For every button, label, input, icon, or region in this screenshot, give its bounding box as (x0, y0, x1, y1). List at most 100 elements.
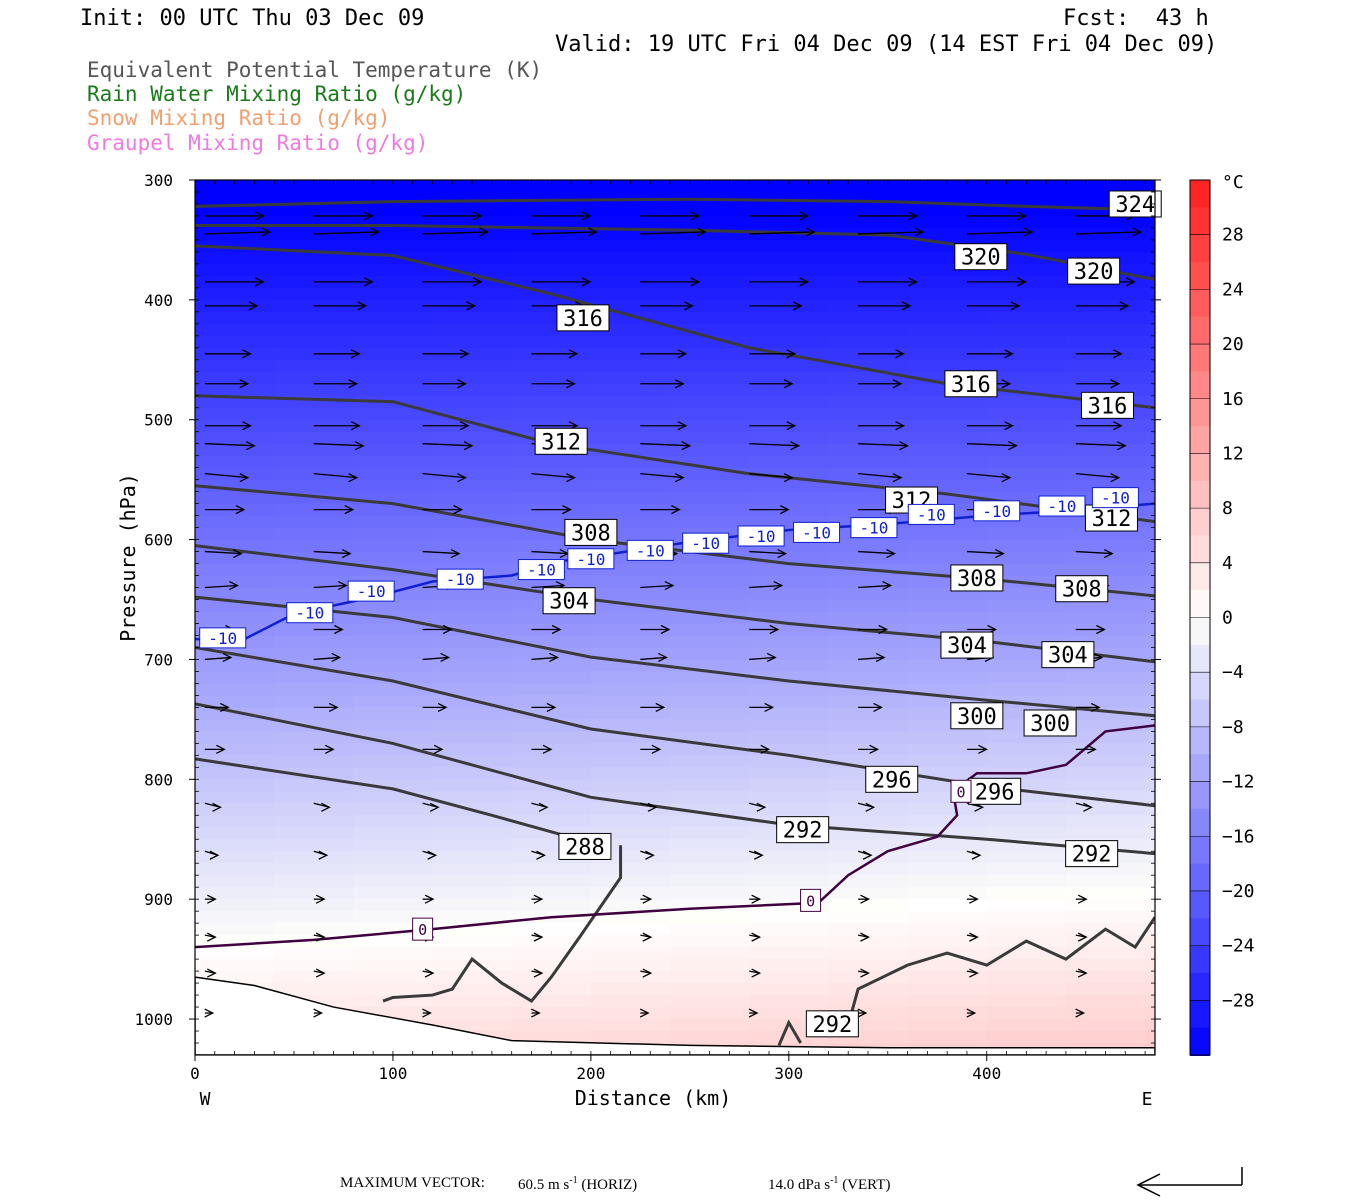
temperature-band (1065, 959, 1147, 973)
theta-e-contour-288-surface (382, 845, 623, 1004)
temperature-band (907, 1007, 988, 1021)
wind-vector-head (1110, 379, 1121, 389)
temperature-band (670, 707, 751, 721)
temperature-band (670, 623, 751, 637)
temperature-band (353, 899, 434, 913)
temperature-band (986, 455, 1067, 469)
temperature-band (274, 455, 355, 469)
y-tick-label: 500 (144, 411, 173, 430)
wind-vector-head (216, 744, 226, 754)
colorbar-tick-label: −28 (1222, 990, 1255, 1011)
wind-vector-head (1132, 227, 1143, 237)
temperature-band (1145, 659, 1155, 673)
temperature-band (195, 227, 276, 241)
temperature-band (511, 875, 592, 889)
isotherm-label: -10 (859, 519, 888, 538)
temperature-band (353, 299, 434, 313)
wind-vector-head (588, 227, 598, 237)
temperature-band (749, 323, 830, 337)
wind-vector-head (1008, 441, 1018, 451)
wind-vector-head (1017, 277, 1027, 287)
wind-vector-head (429, 802, 440, 812)
reference-vector-icon (1136, 1167, 1243, 1197)
temperature-band (590, 707, 672, 721)
temperature-band (1065, 755, 1147, 769)
temperature-band (670, 335, 751, 349)
temperature-band (907, 875, 988, 889)
wind-vector-head (235, 505, 246, 515)
wind-vector-head (315, 894, 326, 904)
temperature-band (274, 587, 355, 601)
temperature-band (986, 923, 1067, 937)
temperature-band (195, 887, 276, 901)
isotherm-label-box (436, 568, 484, 590)
wind-vector-head (651, 744, 662, 754)
wind-vector-head (536, 850, 546, 860)
temperature-band (1065, 551, 1147, 565)
temperature-band (1145, 779, 1155, 793)
wind-vector-head (1096, 624, 1106, 635)
temperature-band (749, 659, 830, 673)
temperature-band (590, 215, 672, 229)
temperature-band (590, 863, 672, 877)
temperature-band (274, 959, 355, 973)
theta-e-label-box (950, 702, 1004, 730)
wind-vector (858, 443, 908, 447)
temperature-band (828, 323, 909, 337)
temperature-band (670, 827, 751, 841)
temperature-band (749, 587, 830, 601)
temperature-band (1065, 335, 1147, 349)
wind-vector-head (753, 850, 764, 860)
theta-e-label: 308 (957, 567, 997, 592)
temperature-band (432, 287, 513, 301)
temperature-band (1065, 563, 1147, 577)
wind-vector-head (690, 211, 701, 221)
temperature-band (1145, 707, 1155, 721)
temperature-band (195, 851, 276, 865)
temperature-band (986, 875, 1067, 889)
temperature-band (274, 563, 355, 577)
temperature-band (1145, 803, 1155, 817)
temperature-band (432, 395, 513, 409)
colorbar-unit: °C (1222, 172, 1244, 193)
isotherm-label: -10 (691, 534, 720, 553)
temperature-band (195, 407, 276, 421)
temperature-band (986, 323, 1067, 337)
temperature-band (274, 815, 355, 829)
temperature-band (986, 683, 1067, 697)
wind-vector (858, 584, 891, 589)
temperature-band (195, 827, 276, 841)
temperature-band (986, 551, 1067, 565)
temperature-band (511, 407, 592, 421)
wind-vector (313, 473, 357, 479)
colorbar-tick-label: 8 (1222, 498, 1233, 519)
wind-vector-head (645, 850, 655, 860)
temperature-band (828, 815, 909, 829)
y-tick-label: 600 (144, 531, 173, 550)
temperature-band (986, 180, 1067, 193)
temperature-band (1065, 215, 1147, 229)
temperature-band (353, 551, 434, 565)
wind-vector-head (790, 441, 801, 451)
temperature-band (670, 863, 751, 877)
temperature-band (1065, 311, 1147, 325)
wind-vector-head (453, 505, 464, 515)
temperature-band (670, 959, 751, 973)
temperature-band (353, 227, 434, 241)
isotherm-label-box (682, 532, 730, 554)
wind-vector-head (995, 548, 1005, 559)
temperature-band (274, 791, 355, 805)
temperature-band (670, 263, 751, 277)
temperature-band (1065, 827, 1147, 841)
temperature-band (353, 887, 434, 901)
temperature-band (749, 191, 830, 205)
temperature-band (907, 203, 988, 217)
temperature-band (432, 707, 513, 721)
temperature-band (907, 180, 988, 193)
temperature-band (670, 299, 751, 313)
temperature-band (1145, 683, 1155, 697)
temperature-band (353, 995, 434, 1009)
temperature-band (986, 467, 1067, 481)
temperature-band (828, 611, 909, 625)
temperature-band (828, 959, 909, 973)
